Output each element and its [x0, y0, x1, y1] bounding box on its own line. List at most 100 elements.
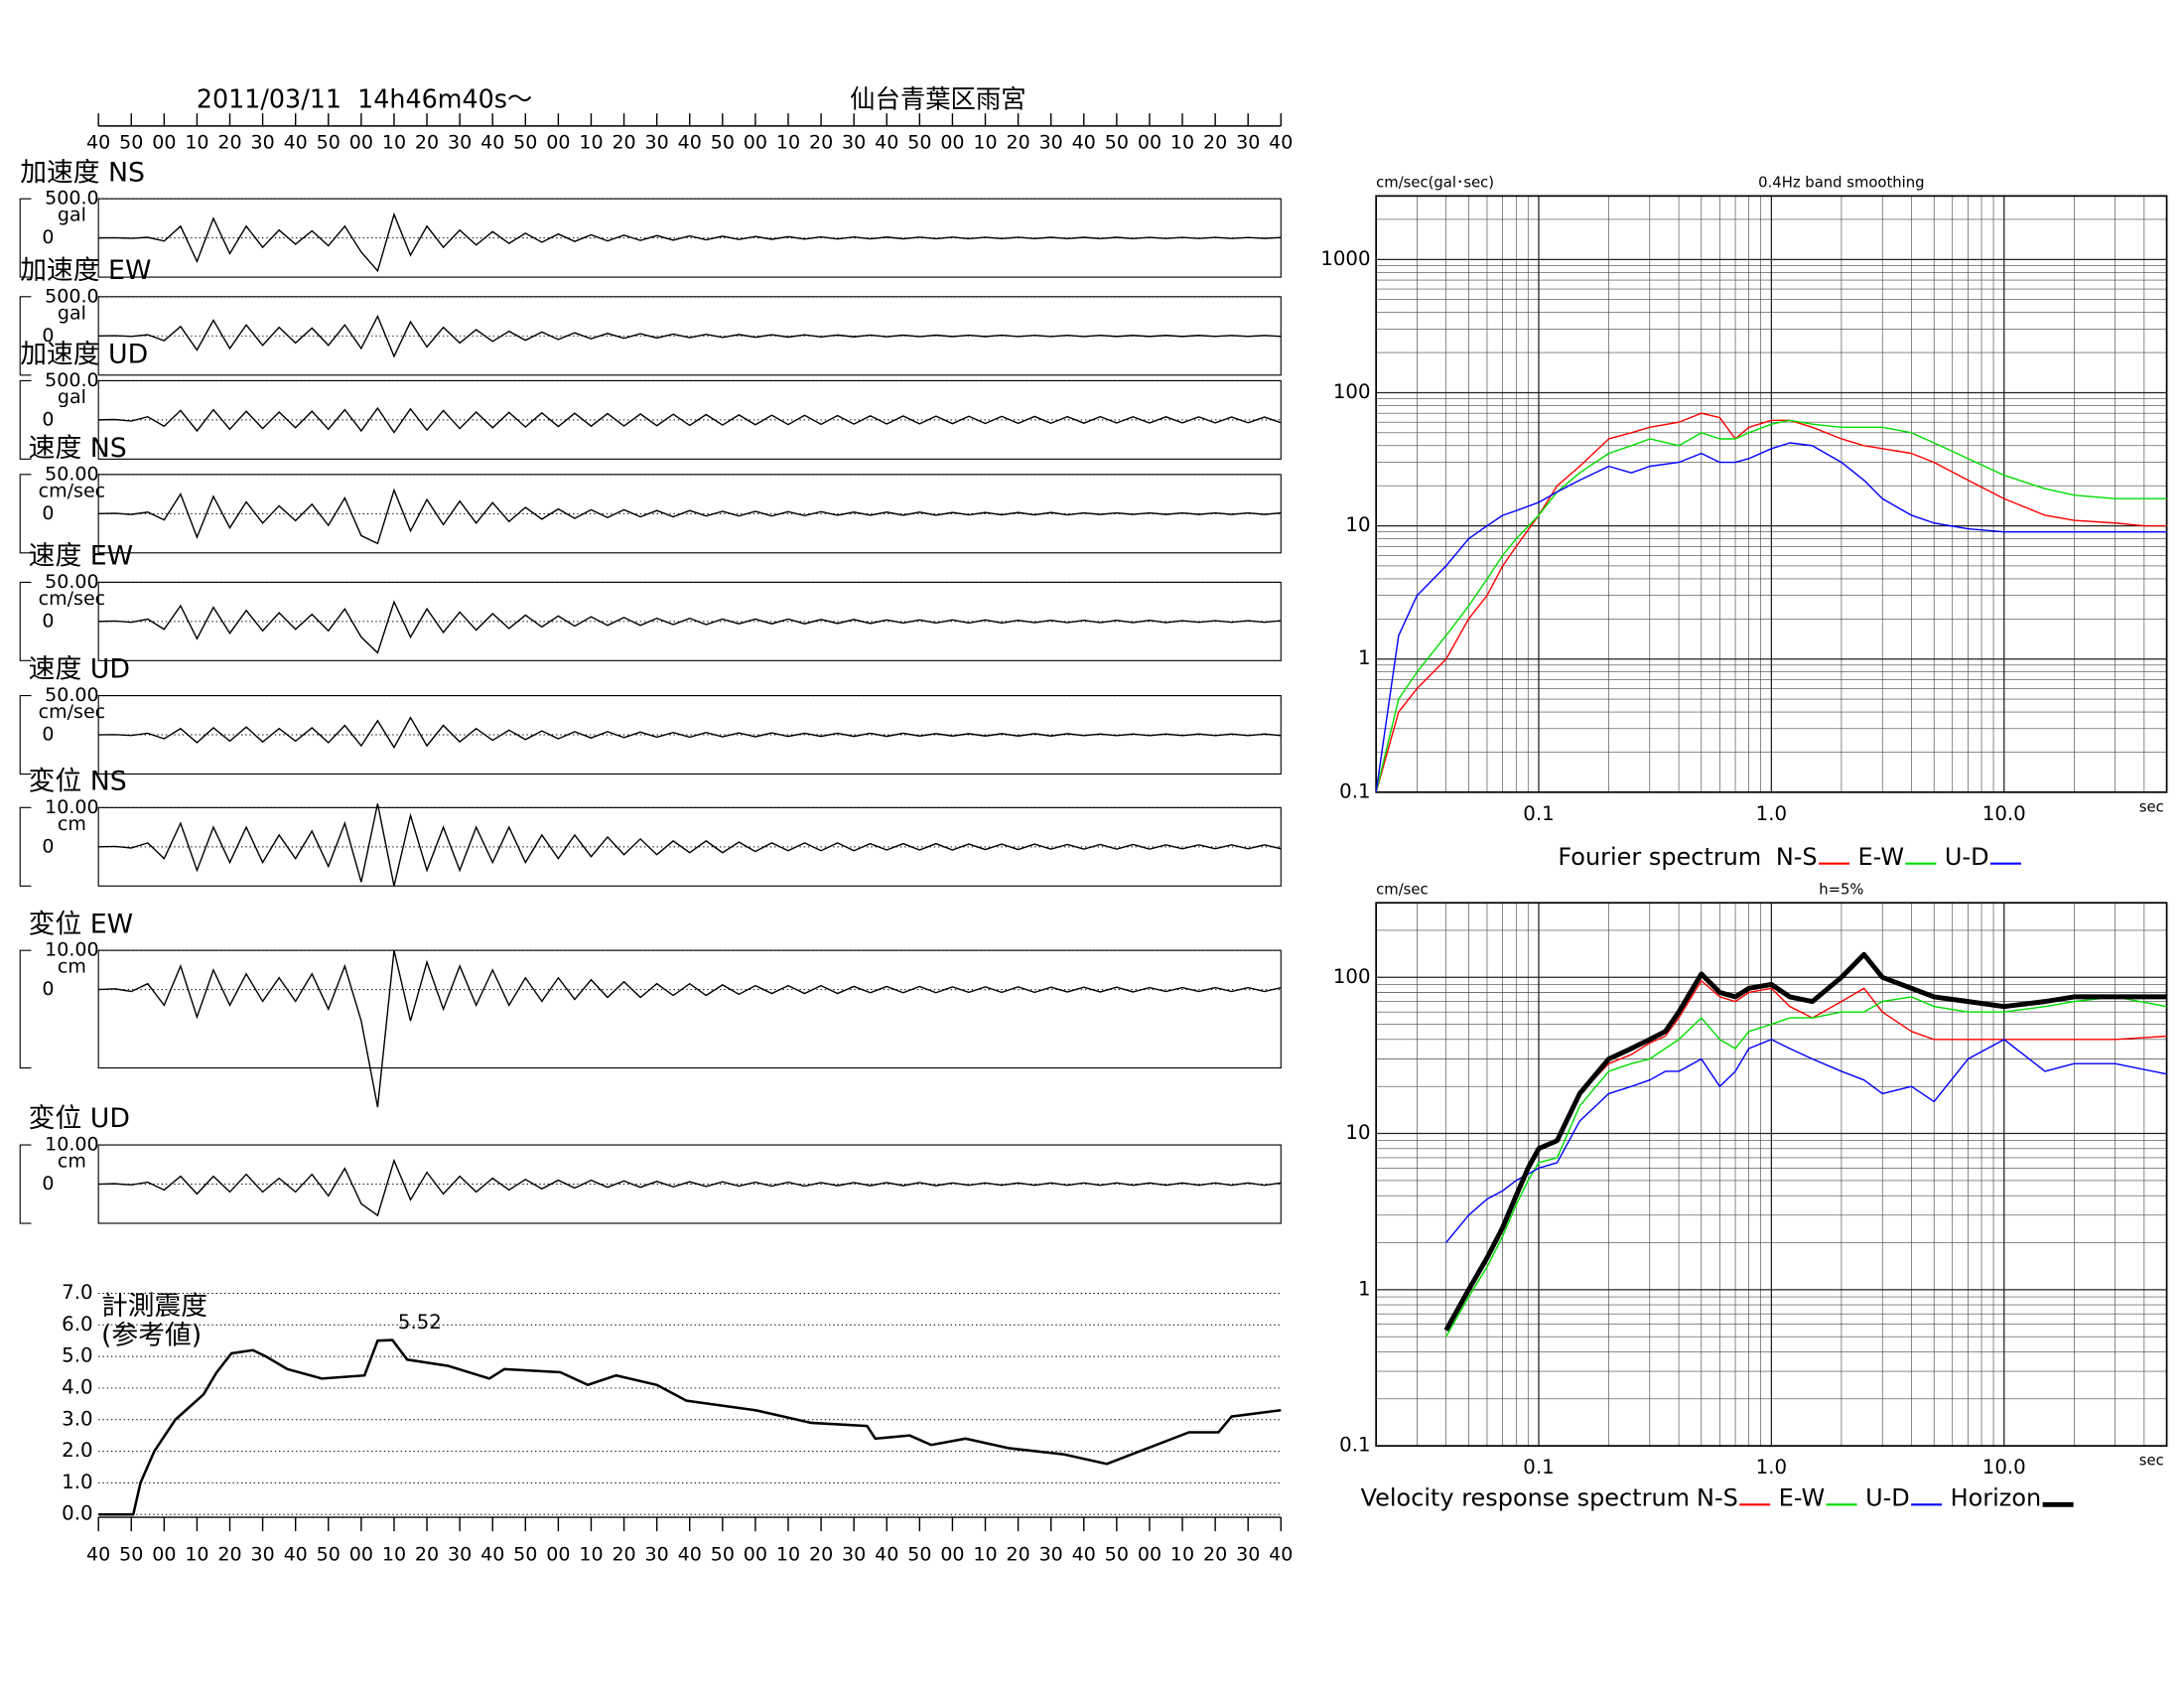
x-tick-label: 50 — [907, 131, 931, 153]
x-tick-label: 0.1 — [1523, 1456, 1554, 1478]
legend-label: N-S — [1776, 843, 1818, 871]
x-tick-label: 10 — [973, 1544, 997, 1566]
legend-label: E-W — [1858, 843, 1905, 871]
x-tick-label: 0.1 — [1523, 802, 1554, 825]
y-tick-label: 0.1 — [1339, 779, 1370, 802]
waveform — [98, 803, 1282, 887]
x-tick-label: 40 — [284, 131, 308, 153]
plot-frame — [1375, 902, 2168, 1447]
x-tick-label: 40 — [875, 131, 898, 153]
y-tick-label: 500.0 — [45, 369, 98, 391]
x-tick-label: 50 — [119, 131, 143, 153]
chart-title: 0.4Hz band smoothing — [1758, 175, 1924, 192]
panel-bracket — [19, 379, 32, 460]
datetime: 2011/03/11 14h46m40s～ — [197, 83, 532, 113]
x-tick-label: 40 — [875, 1544, 898, 1566]
x-tick-label: 10 — [973, 131, 997, 153]
chart-title: h=5% — [1819, 882, 1863, 899]
waveform — [98, 949, 1282, 1108]
x-tick-label: 30 — [842, 1544, 866, 1566]
x-tick-label: 40 — [1072, 1544, 1096, 1566]
y-tick-label: 5.0 — [62, 1344, 92, 1367]
x-tick-label: 50 — [711, 1544, 735, 1566]
x-tick-label: 00 — [940, 1544, 964, 1566]
legend-caption: Velocity response spectrum — [1361, 1484, 1690, 1512]
panel-frame — [97, 949, 1282, 1069]
x-tick-label: 30 — [448, 1544, 472, 1566]
trace-label: 速度 UD — [29, 654, 130, 685]
x-tick-label: 40 — [1269, 1544, 1293, 1566]
waveform — [98, 600, 1282, 654]
x-tick-label: 20 — [1203, 1544, 1227, 1566]
y-tick-label: 100 — [1333, 965, 1371, 988]
series-line — [1445, 1039, 2167, 1243]
waveform — [98, 716, 1282, 750]
waveform — [98, 211, 1282, 273]
x-tick-label: 30 — [1039, 1544, 1063, 1566]
y-tick-label: 0 — [42, 226, 54, 248]
y-tick-label: 0 — [42, 724, 54, 746]
y-tick-label: 100 — [1333, 380, 1371, 403]
x-tick-label: 20 — [1007, 1544, 1030, 1566]
x-tick-label: 40 — [678, 131, 702, 153]
trace-label: 変位 UD — [29, 1103, 130, 1134]
x-tick-label: 50 — [711, 131, 735, 153]
y-tick-label: 50.00 — [45, 463, 98, 485]
y-tick-label: 10.00 — [45, 796, 98, 818]
x-tick-label: 40 — [1269, 131, 1293, 153]
unit-label: cm — [58, 813, 86, 835]
plot-frame — [1375, 195, 2168, 793]
x-tick-label: 50 — [907, 1544, 931, 1566]
y-tick-label: 0.0 — [62, 1502, 92, 1525]
x-tick-label: 30 — [842, 131, 866, 153]
intensity-note: (参考値) — [101, 1321, 202, 1351]
y-axis-label: cm/sec(gal･sec) — [1376, 175, 1494, 192]
x-tick-label: 30 — [251, 1544, 275, 1566]
x-tick-label: 10 — [382, 1544, 406, 1566]
x-tick-label: 30 — [645, 131, 669, 153]
panel-bracket — [19, 695, 32, 775]
intensity-line — [98, 1338, 1282, 1516]
panel-bracket — [19, 198, 32, 278]
waveform — [98, 1158, 1282, 1217]
y-tick-label: 7.0 — [62, 1281, 92, 1304]
trace-label: 加速度 NS — [20, 157, 145, 188]
y-tick-label: 50.00 — [45, 684, 98, 706]
intensity-label: 計測震度 — [101, 1291, 207, 1322]
x-tick-label: 20 — [415, 131, 439, 153]
series-line — [1375, 412, 2167, 793]
legend-label: E-W — [1779, 1484, 1826, 1512]
y-tick-label: 0 — [42, 978, 54, 1000]
x-tick-label: 50 — [513, 131, 537, 153]
legend-label: U-D — [1945, 843, 1989, 871]
x-tick-label: 10 — [1170, 131, 1194, 153]
panel-bracket — [19, 296, 32, 376]
x-tick-label: 50 — [1105, 1544, 1129, 1566]
y-tick-label: 1000 — [1320, 247, 1370, 270]
x-tick-label: 30 — [251, 131, 275, 153]
x-tick-label: 20 — [415, 1544, 439, 1566]
x-tick-label: 00 — [1138, 1544, 1161, 1566]
x-tick-label: 20 — [217, 1544, 241, 1566]
x-tick-label: 30 — [1236, 1544, 1260, 1566]
panel-bracket — [19, 806, 32, 887]
y-tick-label: 1.0 — [62, 1471, 92, 1493]
y-tick-label: 2.0 — [62, 1439, 92, 1462]
x-axis-label: sec — [2139, 1453, 2164, 1470]
x-tick-label: 30 — [448, 131, 472, 153]
waveform — [98, 406, 1282, 434]
y-tick-label: 0 — [42, 835, 54, 857]
x-tick-label: 40 — [86, 1544, 110, 1566]
y-tick-label: 0 — [42, 325, 54, 347]
series-line — [1443, 951, 2167, 1332]
x-tick-label: 10 — [1170, 1544, 1194, 1566]
x-tick-label: 10 — [185, 1544, 208, 1566]
x-tick-label: 40 — [678, 1544, 702, 1566]
x-tick-label: 00 — [744, 1544, 767, 1566]
x-tick-label: 40 — [284, 1544, 308, 1566]
x-tick-label: 10 — [382, 131, 406, 153]
x-tick-label: 20 — [809, 131, 833, 153]
x-tick-label: 00 — [1138, 131, 1161, 153]
x-tick-label: 50 — [317, 1544, 341, 1566]
series-line — [1375, 419, 2167, 793]
